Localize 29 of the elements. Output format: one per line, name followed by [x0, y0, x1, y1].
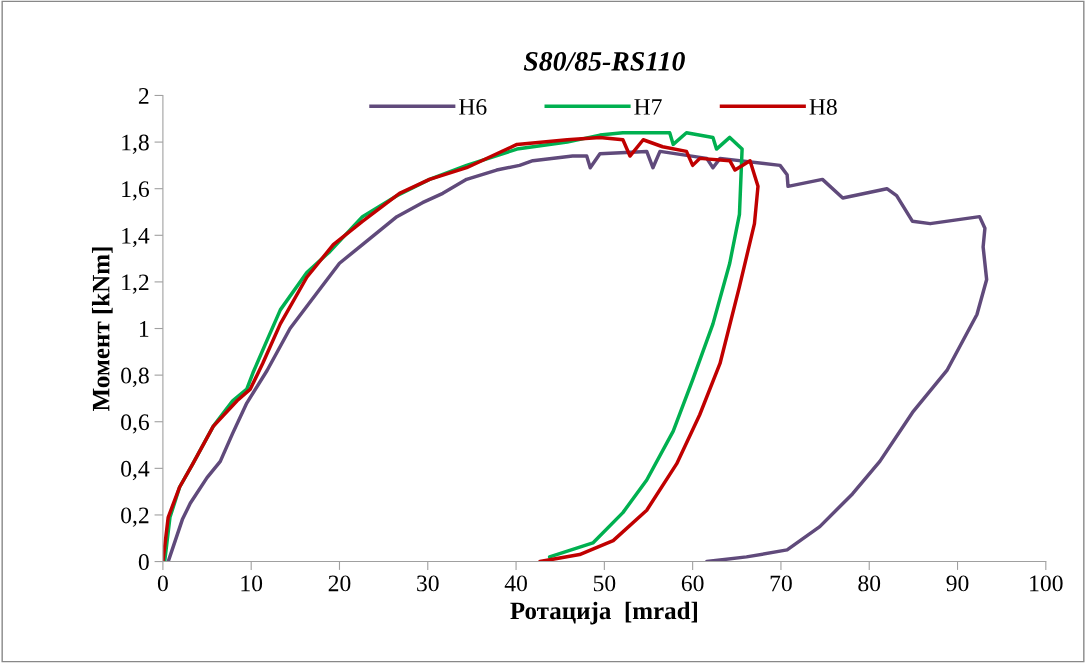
y-axis-title: Момент [kNm] — [91, 247, 113, 411]
x-tick-label: 10 — [241, 575, 263, 592]
legend-label: H8 — [809, 98, 837, 115]
x-tick-label: 90 — [946, 575, 969, 592]
x-tick-label: 60 — [681, 575, 704, 592]
x-tick-label: 40 — [504, 575, 527, 592]
y-tick-label: 1,4 — [122, 227, 150, 248]
y-tick-label: 1 — [139, 321, 149, 337]
y-tick-label: 1,2 — [122, 274, 149, 294]
x-axis-title: Ротација [mrad] — [510, 601, 698, 625]
y-tick-label: 0 — [138, 554, 149, 570]
x-tick-label: 100 — [1030, 575, 1063, 592]
x-tick-label: 50 — [593, 575, 616, 592]
chart-title: S80/85-RS110 — [523, 52, 685, 71]
y-tick-label: 2 — [138, 88, 149, 104]
x-tick-label: 0 — [157, 575, 168, 592]
x-tick-label: 20 — [328, 575, 351, 592]
x-tick-label: 80 — [858, 575, 881, 592]
y-tick-label: 0,4 — [121, 460, 150, 481]
legend-label: H7 — [634, 99, 662, 115]
y-tick-label: 0,8 — [121, 367, 149, 387]
y-tick-label: 1,8 — [122, 134, 149, 154]
y-tick-label: 1,6 — [122, 181, 149, 201]
x-tick-label: 30 — [417, 575, 439, 592]
legend-label: H6 — [459, 98, 487, 115]
line-series — [166, 149, 989, 562]
y-tick-label: 0,2 — [121, 507, 149, 527]
x-tick-label: 70 — [770, 575, 792, 592]
y-tick-label: 0,6 — [121, 414, 149, 434]
